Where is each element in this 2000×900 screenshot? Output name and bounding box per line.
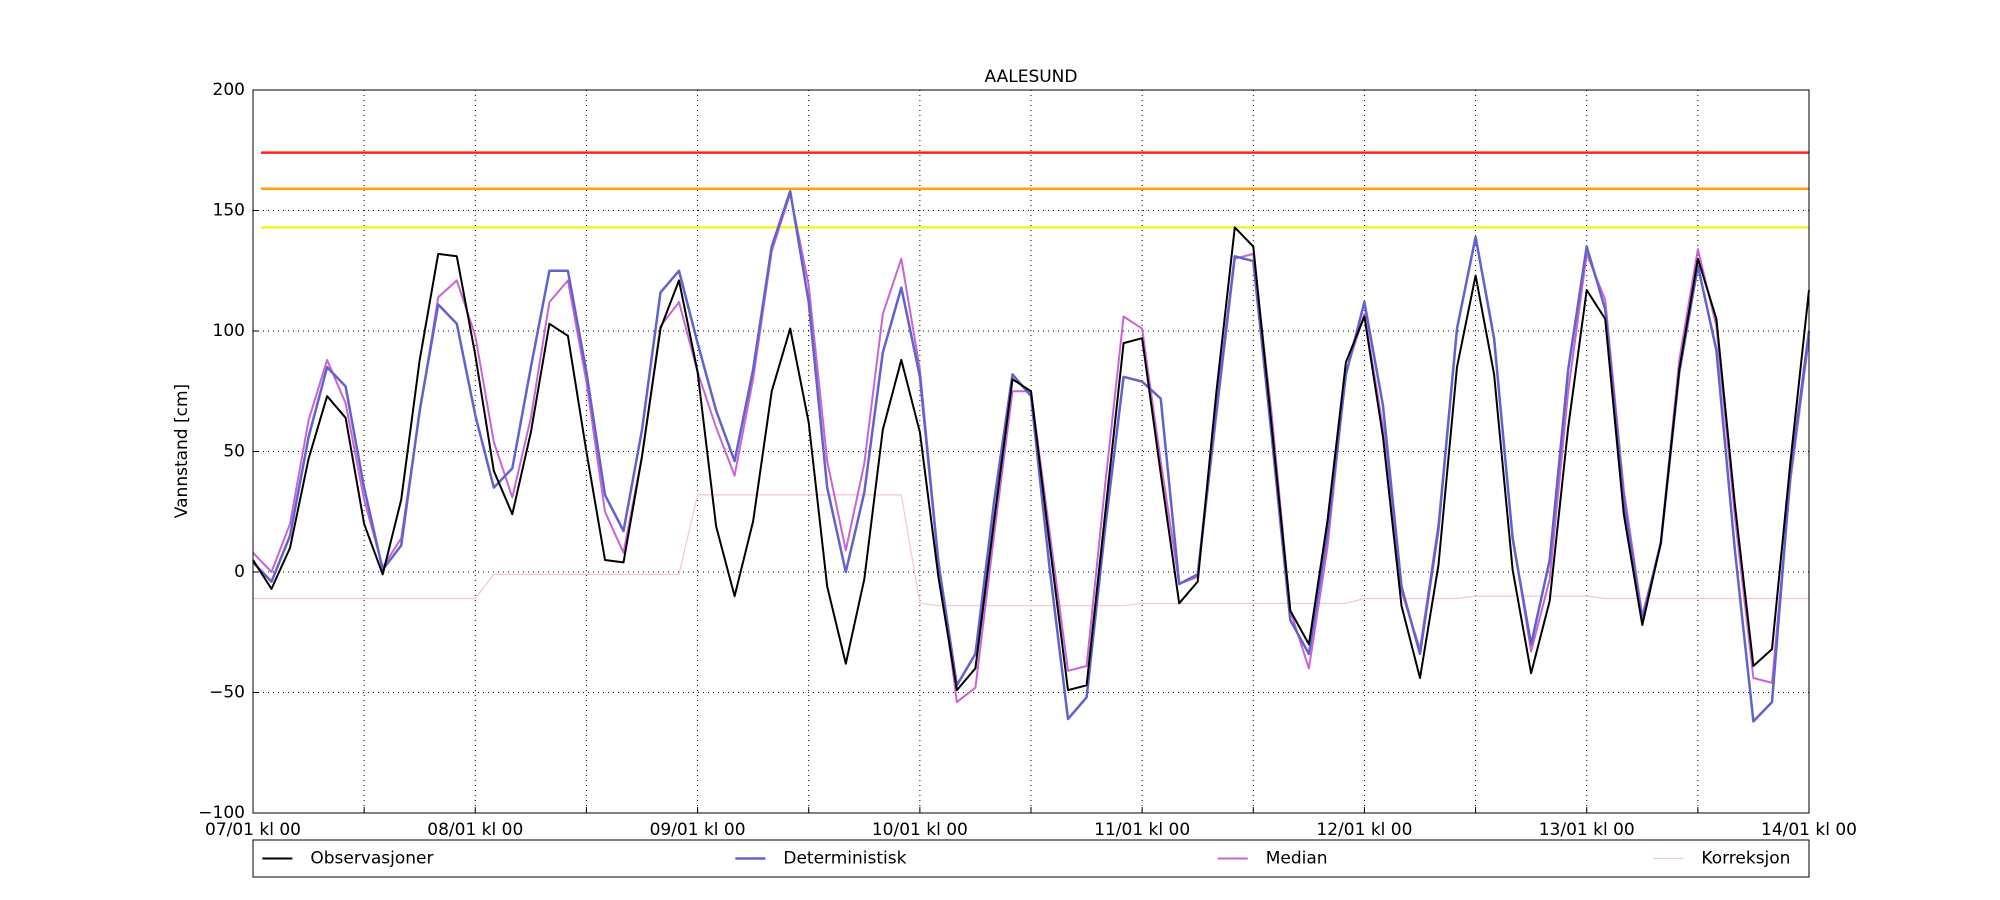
- y-axis-label: Vannstand [cm]: [172, 384, 192, 518]
- chart-title: AALESUND: [985, 67, 1078, 87]
- y-tick-label: 200: [213, 80, 245, 100]
- x-tick-label: 11/01 kl 00: [1094, 820, 1190, 840]
- y-tick-label: −50: [209, 683, 245, 703]
- legend-label: Korreksjon: [1701, 849, 1790, 869]
- x-tick-label: 12/01 kl 00: [1316, 820, 1412, 840]
- legend-label: Deterministisk: [783, 849, 906, 869]
- legend-label: Observasjoner: [310, 849, 433, 869]
- y-tick-label: 0: [234, 562, 245, 582]
- y-tick-label: −100: [198, 803, 245, 823]
- plot-frame: [252, 89, 1810, 814]
- legend-label: Median: [1266, 849, 1328, 869]
- series-line: [252, 226, 1810, 692]
- y-tick-label: 100: [213, 321, 245, 341]
- x-tick-label: 13/01 kl 00: [1539, 820, 1635, 840]
- y-tick-label: 150: [213, 201, 245, 221]
- x-tick-label: 14/01 kl 00: [1761, 820, 1857, 840]
- x-tick-label: 09/01 kl 00: [650, 820, 746, 840]
- x-tick-label: 07/01 kl 00: [205, 820, 301, 840]
- legend-frame: [252, 839, 1810, 878]
- y-tick-label: 50: [223, 442, 245, 462]
- x-tick-label: 08/01 kl 00: [427, 820, 523, 840]
- x-tick-label: 10/01 kl 00: [872, 820, 968, 840]
